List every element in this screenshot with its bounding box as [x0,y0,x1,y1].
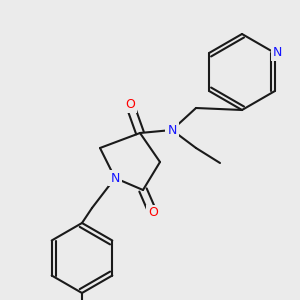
Text: N: N [110,172,120,184]
Text: O: O [148,206,158,220]
Text: N: N [167,124,177,136]
Text: N: N [273,46,283,59]
Text: O: O [125,98,135,112]
